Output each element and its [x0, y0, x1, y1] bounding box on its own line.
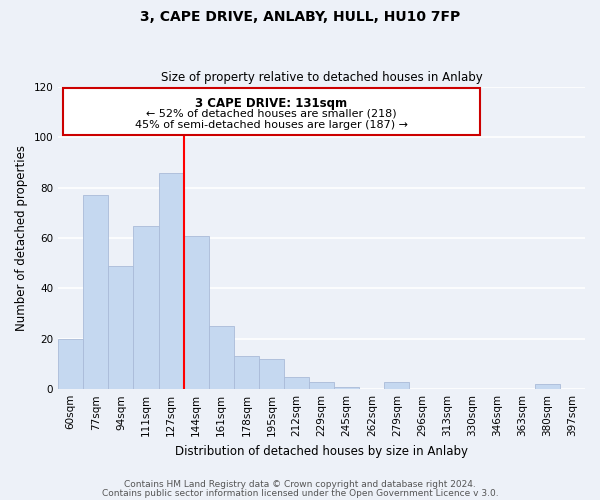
Bar [109, 266, 133, 389]
Bar [309, 382, 334, 389]
FancyBboxPatch shape [63, 88, 479, 135]
Bar [209, 326, 234, 389]
Title: Size of property relative to detached houses in Anlaby: Size of property relative to detached ho… [161, 72, 482, 85]
Bar [535, 384, 560, 389]
Bar [334, 386, 359, 389]
Bar [284, 376, 309, 389]
Bar [234, 356, 259, 389]
Bar [133, 226, 158, 389]
X-axis label: Distribution of detached houses by size in Anlaby: Distribution of detached houses by size … [175, 444, 468, 458]
Bar [83, 196, 109, 389]
Text: Contains public sector information licensed under the Open Government Licence v : Contains public sector information licen… [101, 490, 499, 498]
Text: 3 CAPE DRIVE: 131sqm: 3 CAPE DRIVE: 131sqm [196, 97, 347, 110]
Text: Contains HM Land Registry data © Crown copyright and database right 2024.: Contains HM Land Registry data © Crown c… [124, 480, 476, 489]
Bar [259, 359, 284, 389]
Bar [158, 172, 184, 389]
Bar [58, 339, 83, 389]
Text: 45% of semi-detached houses are larger (187) →: 45% of semi-detached houses are larger (… [135, 120, 408, 130]
Bar [184, 236, 209, 389]
Text: 3, CAPE DRIVE, ANLABY, HULL, HU10 7FP: 3, CAPE DRIVE, ANLABY, HULL, HU10 7FP [140, 10, 460, 24]
Y-axis label: Number of detached properties: Number of detached properties [15, 145, 28, 331]
Bar [385, 382, 409, 389]
Text: ← 52% of detached houses are smaller (218): ← 52% of detached houses are smaller (21… [146, 108, 397, 118]
